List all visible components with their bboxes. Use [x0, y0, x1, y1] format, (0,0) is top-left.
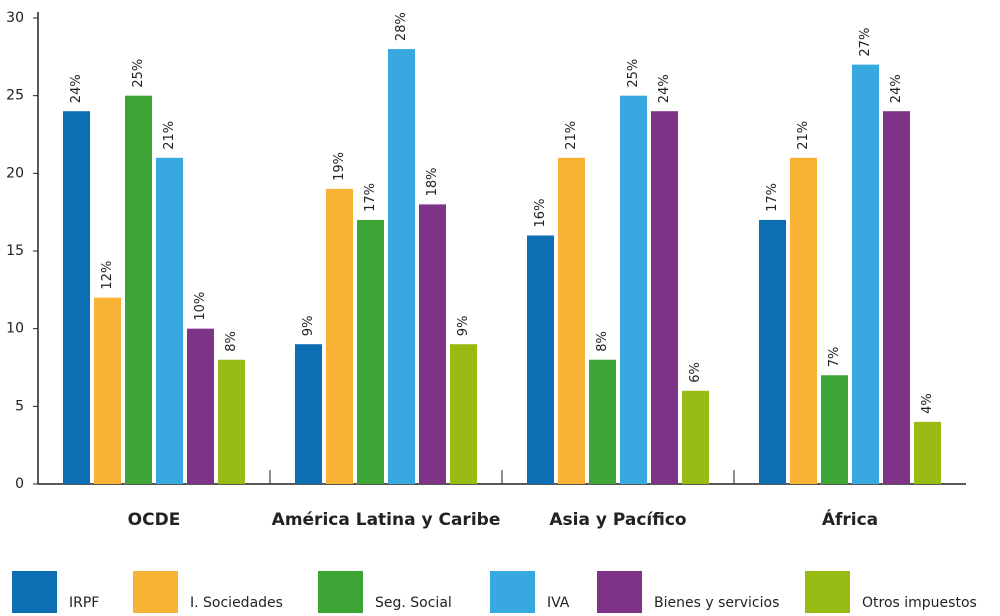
bar	[682, 390, 709, 484]
value-label: 24%	[889, 74, 904, 103]
value-label: 24%	[657, 74, 672, 103]
legend-label: IVA	[547, 595, 570, 611]
legend-swatch	[805, 571, 850, 613]
bar	[790, 157, 817, 485]
bar	[558, 157, 585, 485]
bar	[883, 111, 910, 484]
category-label: Asia y Pacífico	[549, 510, 686, 530]
value-label: 19%	[332, 152, 347, 181]
y-tick-label: 10	[6, 321, 24, 337]
bar	[450, 344, 477, 484]
bar	[295, 344, 322, 484]
value-label: 18%	[425, 167, 440, 196]
value-label: 8%	[224, 331, 239, 352]
y-tick-label: 0	[15, 476, 24, 492]
value-label: 7%	[827, 347, 842, 368]
category-label: América Latina y Caribe	[272, 510, 501, 530]
value-label: 21%	[564, 121, 579, 150]
bar	[821, 375, 848, 484]
y-tick-label: 15	[6, 243, 24, 259]
y-tick-label: 25	[6, 88, 24, 104]
value-label: 27%	[858, 28, 873, 57]
legend-swatch	[597, 571, 642, 613]
legend-label: IRPF	[69, 595, 99, 611]
bar	[63, 111, 90, 484]
category-label: OCDE	[128, 510, 181, 530]
bar	[852, 64, 879, 484]
value-label: 10%	[193, 292, 208, 321]
value-label: 12%	[100, 261, 115, 290]
bar	[125, 95, 152, 485]
bar	[187, 328, 214, 484]
y-tick-label: 5	[15, 398, 24, 414]
value-label: 17%	[363, 183, 378, 212]
value-label: 24%	[69, 74, 84, 103]
bar	[357, 219, 384, 484]
bar	[589, 359, 616, 484]
y-tick-label: 20	[6, 165, 24, 181]
legend-label: Bienes y servicios	[654, 595, 779, 611]
legend-swatch	[490, 571, 535, 613]
value-label: 25%	[131, 59, 146, 88]
legend-label: Seg. Social	[375, 595, 452, 611]
value-label: 25%	[626, 59, 641, 88]
bar	[651, 111, 678, 484]
bar	[94, 297, 121, 484]
value-label: 28%	[394, 12, 409, 41]
value-label: 4%	[920, 393, 935, 414]
bar	[326, 188, 353, 484]
bar	[156, 157, 183, 485]
bar	[620, 95, 647, 485]
bar	[914, 421, 941, 484]
legend-swatch	[12, 571, 57, 613]
value-label: 8%	[595, 331, 610, 352]
y-tick-label: 30	[6, 10, 24, 26]
bar	[759, 219, 786, 484]
bar	[388, 49, 415, 485]
legend-label: Otros impuestos	[862, 595, 977, 611]
value-label: 21%	[162, 121, 177, 150]
legend-swatch	[318, 571, 363, 613]
bar	[419, 204, 446, 484]
value-label: 17%	[765, 183, 780, 212]
value-label: 16%	[533, 199, 548, 228]
legend-swatch	[133, 571, 178, 613]
bar	[218, 359, 245, 484]
value-label: 6%	[688, 362, 703, 383]
category-label: África	[822, 508, 878, 530]
value-label: 9%	[456, 316, 471, 337]
legend-label: I. Sociedades	[190, 595, 283, 611]
value-label: 9%	[301, 316, 316, 337]
bar	[527, 235, 554, 484]
value-label: 21%	[796, 121, 811, 150]
